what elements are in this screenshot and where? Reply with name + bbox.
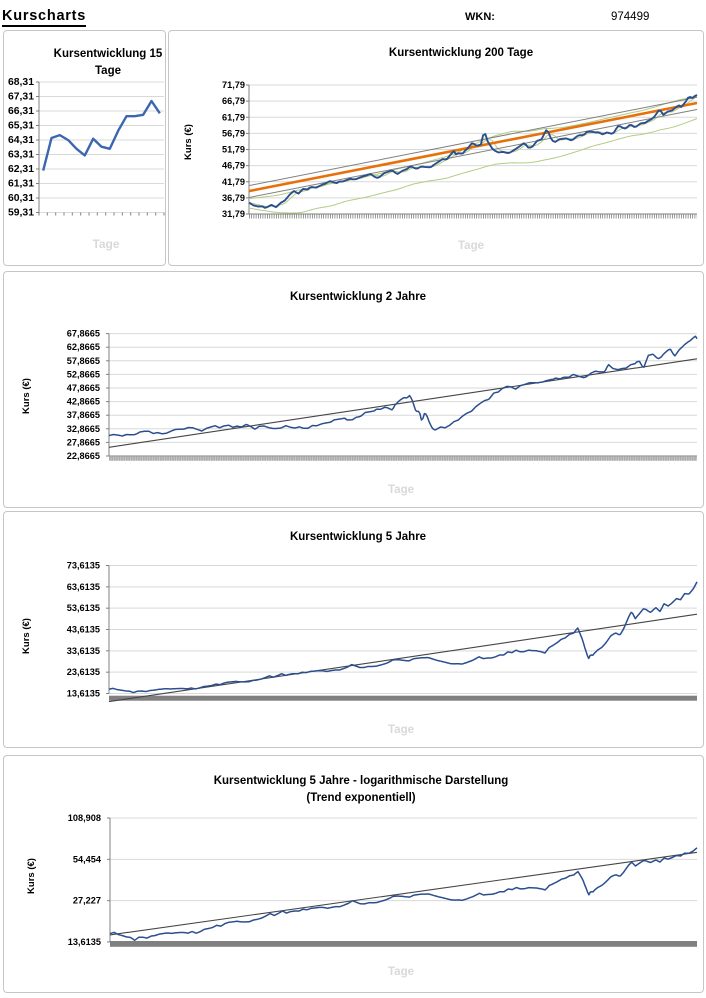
svg-text:59,31: 59,31: [8, 208, 34, 219]
svg-text:13,6135: 13,6135: [68, 937, 101, 947]
svg-text:Kurs (€): Kurs (€): [21, 378, 32, 414]
svg-text:33,6135: 33,6135: [67, 646, 100, 656]
svg-text:66,31: 66,31: [8, 106, 34, 117]
svg-text:36,79: 36,79: [222, 193, 245, 203]
svg-text:52,8665: 52,8665: [67, 369, 100, 379]
svg-text:Kurs (€): Kurs (€): [183, 124, 194, 160]
svg-text:Kurs (€): Kurs (€): [21, 618, 32, 654]
svg-text:68,31: 68,31: [8, 77, 34, 88]
svg-text:64,31: 64,31: [8, 135, 34, 146]
svg-text:57,8665: 57,8665: [67, 356, 100, 366]
svg-text:Tage: Tage: [388, 484, 414, 496]
svg-text:67,8665: 67,8665: [67, 329, 100, 339]
svg-text:63,31: 63,31: [8, 150, 34, 161]
svg-text:41,79: 41,79: [222, 177, 245, 187]
svg-text:66,79: 66,79: [222, 96, 245, 106]
svg-text:Kursentwicklung 200 Tage: Kursentwicklung 200 Tage: [389, 47, 533, 59]
svg-text:Tage: Tage: [458, 240, 484, 252]
svg-text:Kursentwicklung 2 Jahre: Kursentwicklung 2 Jahre: [290, 291, 426, 303]
svg-text:Kursentwicklung 15: Kursentwicklung 15: [54, 48, 163, 60]
svg-text:54,454: 54,454: [73, 854, 102, 864]
svg-text:53,6135: 53,6135: [67, 603, 100, 613]
svg-text:27,227: 27,227: [73, 896, 101, 906]
svg-text:73,6135: 73,6135: [67, 561, 100, 571]
svg-text:108,908: 108,908: [68, 813, 101, 823]
svg-text:56,79: 56,79: [222, 128, 245, 138]
svg-text:71,79: 71,79: [222, 80, 245, 90]
svg-text:62,8665: 62,8665: [67, 342, 100, 352]
svg-text:22,8665: 22,8665: [67, 451, 100, 461]
svg-text:Kursentwicklung 5 Jahre: Kursentwicklung 5 Jahre: [290, 531, 426, 543]
svg-text:42,8665: 42,8665: [67, 397, 100, 407]
svg-text:60,31: 60,31: [8, 193, 34, 204]
svg-text:47,8665: 47,8665: [67, 383, 100, 393]
svg-text:32,8665: 32,8665: [67, 424, 100, 434]
svg-text:27,8665: 27,8665: [67, 437, 100, 447]
svg-text:63,6135: 63,6135: [67, 582, 100, 592]
svg-text:Tage: Tage: [388, 966, 414, 978]
svg-text:Kursentwicklung 5 Jahre - loga: Kursentwicklung 5 Jahre - logarithmische…: [214, 775, 509, 787]
svg-text:62,31: 62,31: [8, 164, 34, 175]
svg-text:Tage: Tage: [92, 237, 119, 251]
svg-text:Tage: Tage: [95, 65, 121, 77]
svg-text:13,6135: 13,6135: [67, 689, 100, 699]
svg-text:37,8665: 37,8665: [67, 410, 100, 420]
svg-text:31,79: 31,79: [222, 209, 245, 219]
svg-text:Tage: Tage: [388, 724, 414, 736]
svg-text:43,6135: 43,6135: [67, 625, 100, 635]
svg-text:Kurs (€): Kurs (€): [26, 858, 37, 894]
svg-text:51,79: 51,79: [222, 145, 245, 155]
svg-text:65,31: 65,31: [8, 121, 34, 132]
svg-text:(Trend exponentiell): (Trend exponentiell): [306, 792, 415, 804]
svg-text:61,31: 61,31: [8, 179, 34, 190]
svg-text:23,6135: 23,6135: [67, 667, 100, 677]
svg-text:46,79: 46,79: [222, 161, 245, 171]
svg-text:67,31: 67,31: [8, 92, 34, 103]
svg-text:61,79: 61,79: [222, 112, 245, 122]
